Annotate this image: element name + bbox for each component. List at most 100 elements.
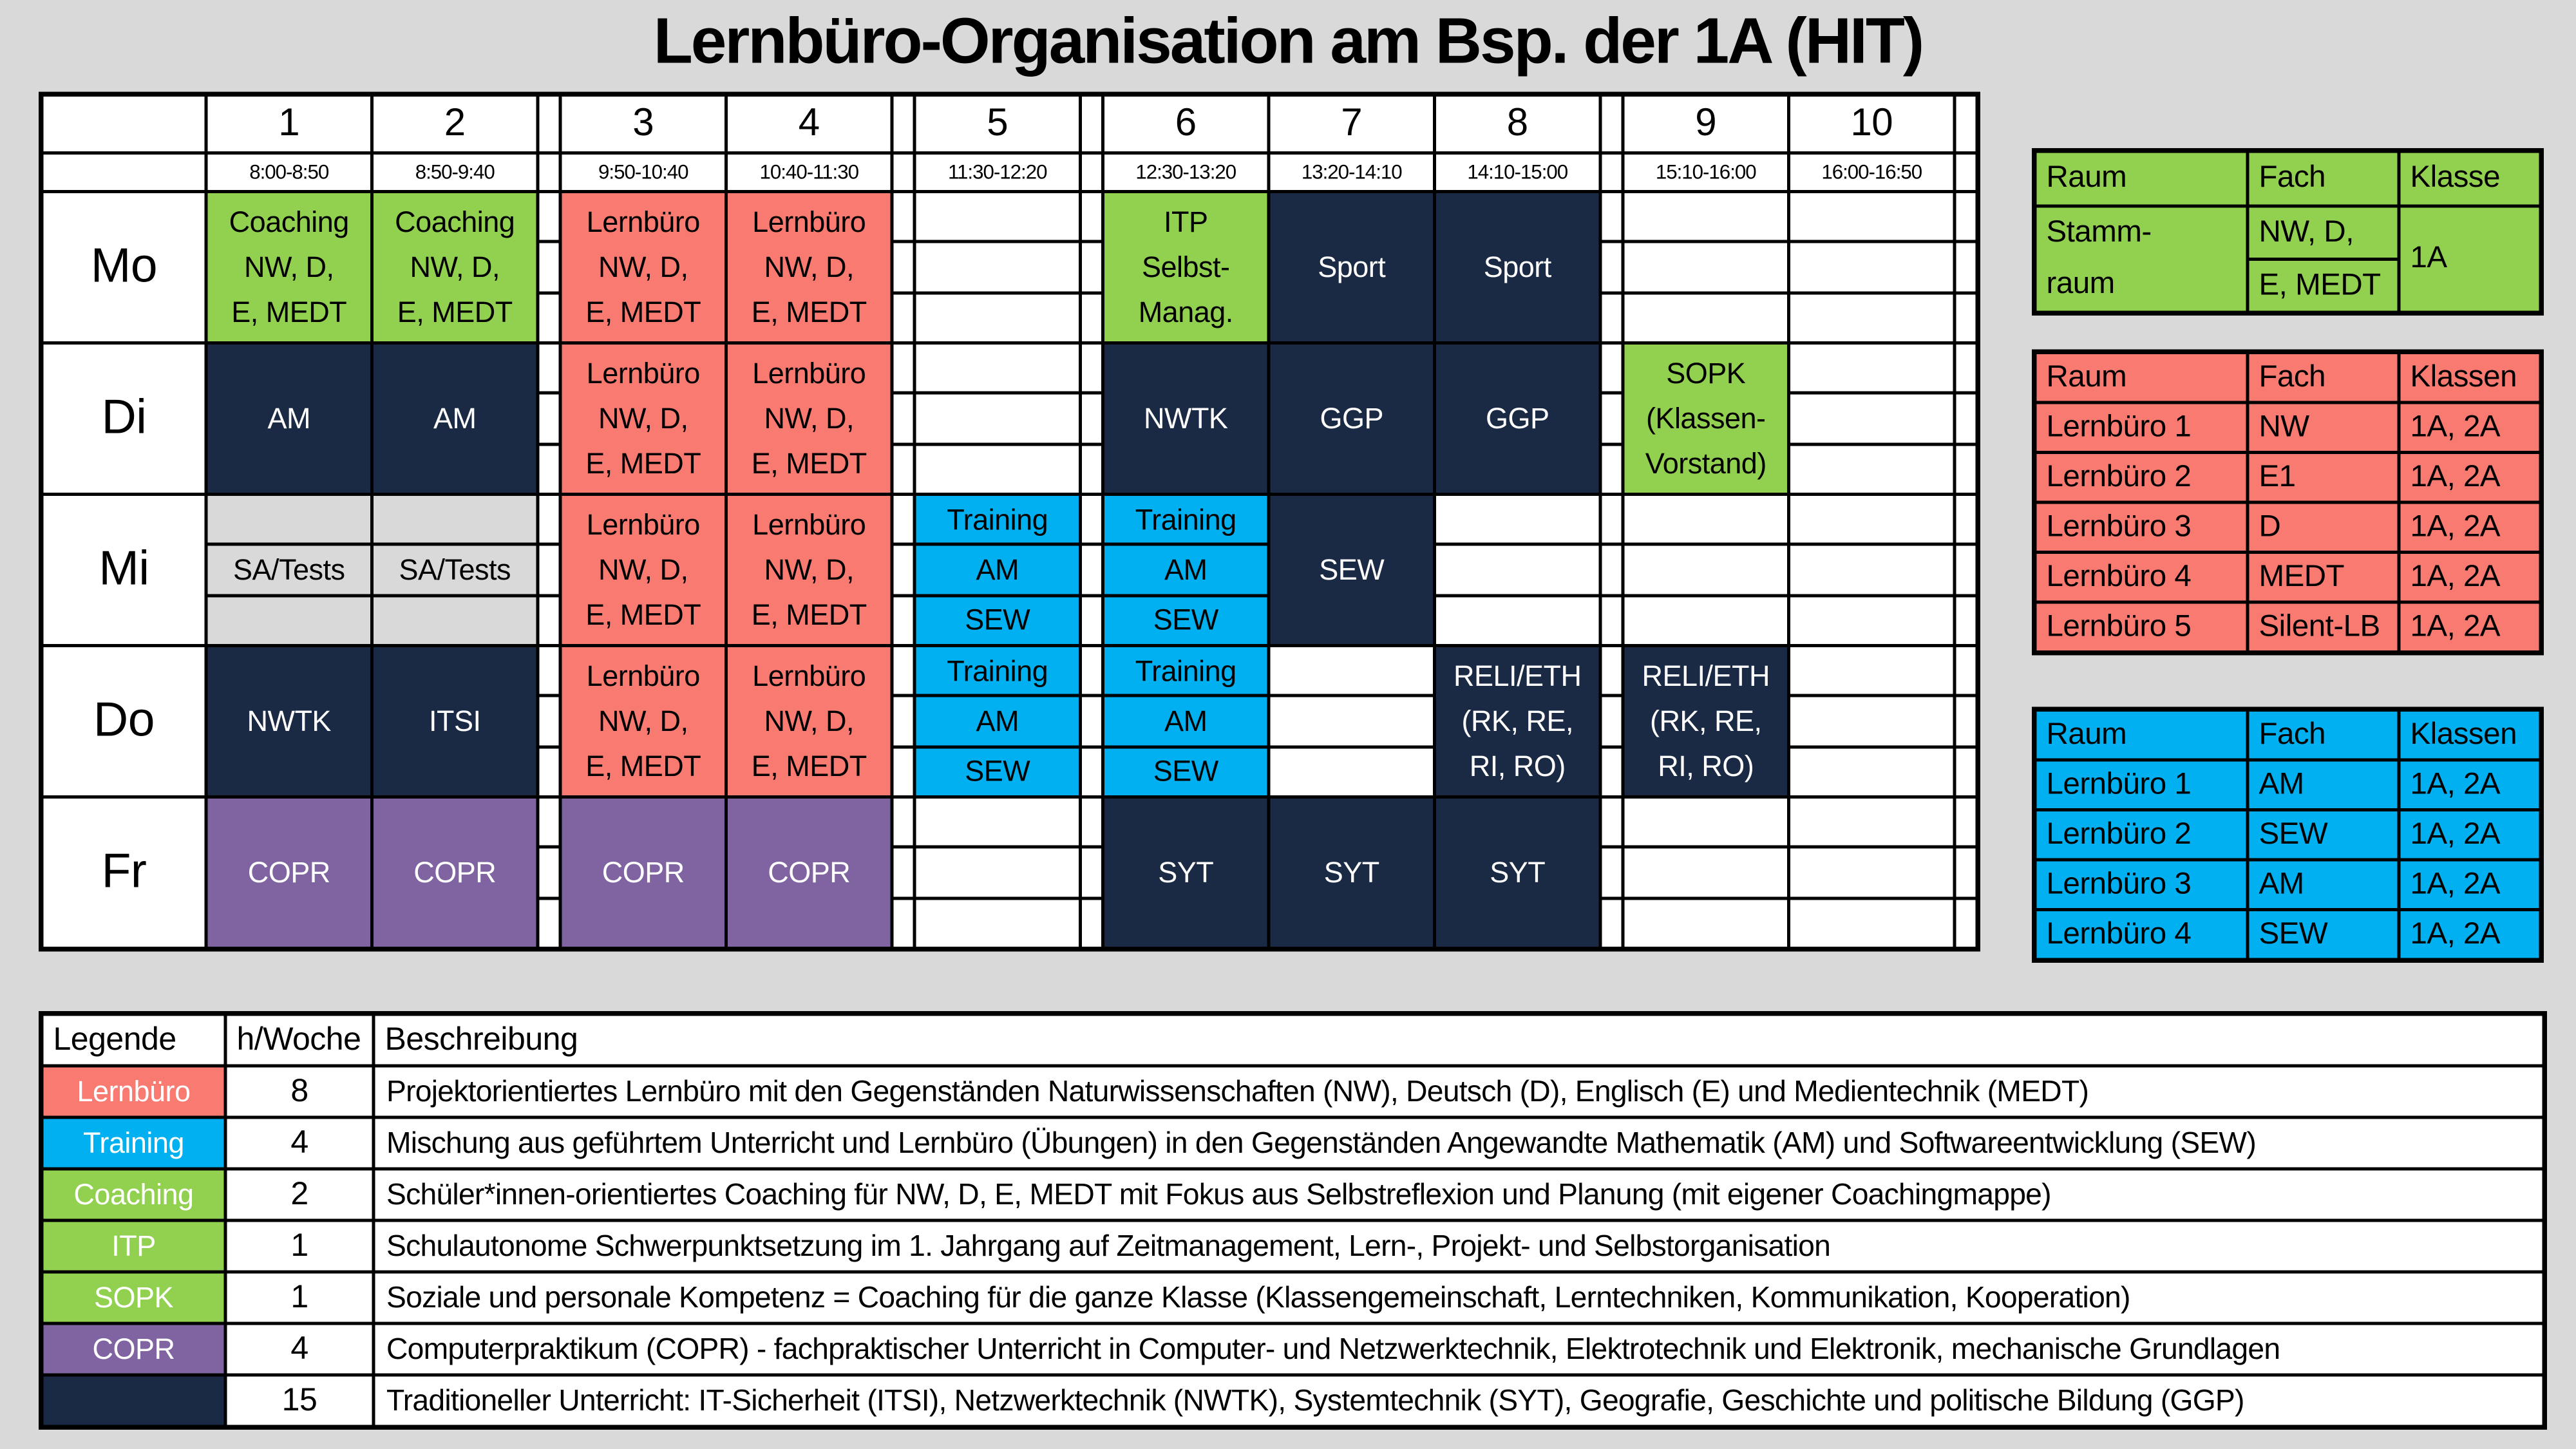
timetable-subcell: SEW: [1104, 593, 1267, 644]
timetable-subcell: [916, 846, 1079, 896]
cell-line: NW, D,: [598, 402, 688, 435]
gap-header-cell: [539, 155, 559, 190]
timetable-subcell: [540, 496, 559, 543]
gap-header-cell: [1082, 155, 1101, 190]
timetable-cell: Lernbüro NW, D, E, MEDT: [562, 496, 724, 644]
timetable-subcell: [893, 744, 913, 795]
timetable-subcell: [1602, 240, 1622, 290]
cell-line: Manag.: [1138, 296, 1234, 328]
cell-line: COPR: [601, 857, 685, 889]
cell-line: NW, D,: [764, 554, 855, 586]
period-number: 5: [916, 97, 1079, 151]
legend-key: Lernbüro: [43, 1067, 224, 1116]
subject-cell: E, MEDT: [2249, 261, 2398, 311]
cell-line: E, MEDT: [751, 750, 867, 782]
table-cell: Lernbüro 2: [2036, 811, 2246, 858]
column-header: Raum: [2036, 354, 2246, 401]
timetable-cell: Sport: [1270, 193, 1433, 341]
timetable-cell: NWTK: [1104, 345, 1267, 493]
timetable-cell: Coaching NW, D, E, MEDT: [207, 193, 370, 341]
table-cell: 1A, 2A: [2400, 911, 2539, 958]
timetable-subcell: SEW: [916, 744, 1079, 795]
timetable-subcell: [1082, 846, 1101, 896]
timetable-subcell: [1602, 846, 1622, 896]
timetable-cell: Lernbüro NW, D, E, MEDT: [562, 193, 724, 341]
timetable-subcell: [374, 593, 536, 644]
timetable-subcell: [1602, 193, 1622, 240]
cell-line: E, MEDT: [751, 448, 867, 480]
empty-cell: [1082, 193, 1101, 341]
timetable-subcell: [1082, 392, 1101, 442]
cell-line: E, MEDT: [585, 296, 701, 328]
cell-line: NW, D,: [410, 251, 500, 283]
class-cell: 1A: [2400, 207, 2539, 311]
empty-cell: [539, 496, 559, 644]
gap-header-cell: [1602, 97, 1622, 151]
empty-cell: [539, 345, 559, 493]
period-number: 3: [562, 97, 724, 151]
timetable-subcell: [916, 392, 1079, 442]
legend-hours: 2: [227, 1170, 372, 1219]
cell-line: NW, D,: [764, 251, 855, 283]
timetable-cell: SOPK (Klassen- Vorstand): [1624, 345, 1787, 493]
empty-cell: [1270, 647, 1433, 795]
timetable-subcell: [1956, 647, 1976, 694]
cell-line: NW, D,: [243, 251, 334, 283]
empty-cell: [1956, 799, 1976, 947]
timetable-subcell: [1624, 896, 1787, 947]
cell-line: Lernbüro: [586, 357, 701, 390]
legend-column-header: Beschreibung: [375, 1016, 2543, 1065]
timetable-subcell: [1082, 496, 1101, 543]
period-time: 10:40-11:30: [728, 155, 891, 190]
legend-key: COPR: [43, 1325, 224, 1374]
legend-description: Traditioneller Unterricht: IT-Sicherheit…: [375, 1376, 2543, 1425]
timetable-cell: Training AM SEW: [1104, 647, 1267, 795]
day-label: Do: [43, 647, 205, 795]
timetable-subcell: [1790, 593, 1953, 644]
timetable-subcell: [1956, 496, 1976, 543]
empty-cell: [1436, 496, 1599, 644]
timetable-cell: ITP Selbst- Manag.: [1104, 193, 1267, 341]
timetable-subcell: [1270, 694, 1433, 744]
empty-cell: [1790, 799, 1953, 947]
cell-line: COPR: [413, 857, 497, 889]
table-cell: NW: [2249, 404, 2398, 451]
timetable-subcell: [1956, 345, 1976, 392]
empty-cell: [1956, 647, 1976, 795]
corner-cell: [43, 97, 205, 151]
timetable-subcell: [1790, 240, 1953, 290]
table-cell: D: [2249, 504, 2398, 551]
timetable-subcell: [1790, 647, 1953, 694]
empty-cell: [1082, 496, 1101, 644]
timetable-subcell: [1082, 240, 1101, 290]
column-header: Klasse: [2400, 153, 2539, 205]
timetable-cell: SYT: [1436, 799, 1599, 947]
timetable-cell: COPR: [562, 799, 724, 947]
column-header: Klassen: [2400, 354, 2539, 401]
timetable-subcell: [539, 290, 559, 341]
table-cell: Lernbüro 1: [2036, 404, 2246, 451]
subject-cell: NW, D,: [2249, 207, 2398, 258]
timetable-subcell: [1790, 496, 1953, 543]
timetable-subcell: Training: [916, 496, 1079, 544]
timetable-subcell: [916, 799, 1079, 846]
timetable-subcell: [1602, 593, 1622, 644]
period-number: 10: [1790, 97, 1953, 151]
legend-hours: 4: [227, 1325, 372, 1374]
cell-line: RI, RO): [1658, 750, 1754, 782]
timetable-cell: Training AM SEW: [916, 496, 1079, 644]
timetable-cell: GGP: [1270, 345, 1433, 493]
room-line: Stamm-: [2046, 216, 2152, 250]
timetable-subcell: [1790, 799, 1953, 846]
timetable-subcell: [1790, 846, 1953, 896]
timetable-subcell: [1790, 694, 1953, 744]
day-label: Di: [43, 345, 205, 493]
timetable-subcell: [1082, 647, 1101, 694]
table-cell: AM: [2249, 761, 2398, 808]
timetable-cell: Training AM SEW: [916, 647, 1079, 795]
timetable-subcell: [1602, 896, 1622, 947]
timetable-subcell: [1624, 593, 1787, 644]
timetable-cell: SA/Tests: [374, 496, 536, 644]
table-cell: Lernbüro 1: [2036, 761, 2246, 808]
timetable-subcell: [1082, 896, 1101, 947]
